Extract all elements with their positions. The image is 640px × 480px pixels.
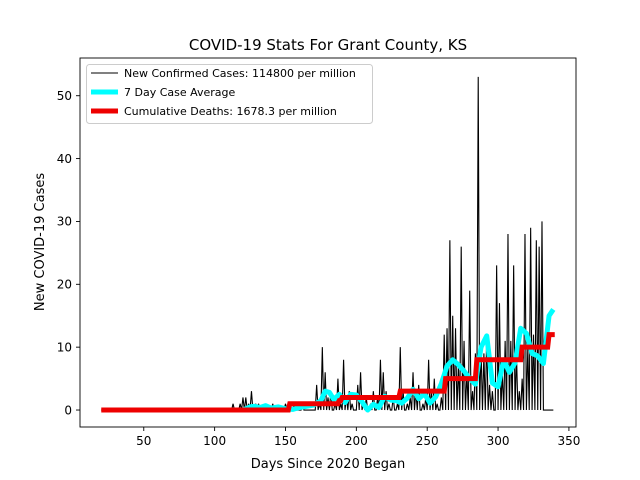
- x-tick-label: 100: [203, 434, 226, 448]
- y-tick-label: 10: [57, 340, 72, 354]
- x-axis-label: Days Since 2020 Began: [251, 457, 406, 472]
- series-group: [101, 76, 556, 413]
- y-axis-label: New COVID-19 Cases: [33, 173, 48, 311]
- x-tick-label: 300: [487, 434, 510, 448]
- y-tick-label: 0: [64, 403, 72, 417]
- y-tick-label: 40: [57, 152, 72, 166]
- series-line-3: [101, 332, 555, 413]
- legend-label-3: Cumulative Deaths: 1678.3 per million: [124, 105, 337, 118]
- x-tick-label: 250: [416, 434, 439, 448]
- x-tick-label: 50: [136, 434, 151, 448]
- y-tick-label: 20: [57, 278, 72, 292]
- chart-title: COVID-19 Stats For Grant County, KS: [189, 36, 467, 54]
- legend-label-1: New Confirmed Cases: 114800 per million: [124, 67, 356, 80]
- legend: New Confirmed Cases: 114800 per million 7…: [86, 64, 373, 124]
- x-tick-label: 200: [345, 434, 368, 448]
- legend-label-2: 7 Day Case Average: [124, 86, 236, 99]
- plot-area: 50 100 150 200 250 300 350 0 10 20 30 40 50: [57, 57, 580, 448]
- y-tick-label: 50: [57, 89, 72, 103]
- y-tick-label: 30: [57, 215, 72, 229]
- legend-box: [86, 64, 373, 124]
- x-tick-label: 150: [274, 434, 297, 448]
- x-tick-label: 350: [557, 434, 580, 448]
- axes-frame: [79, 57, 577, 428]
